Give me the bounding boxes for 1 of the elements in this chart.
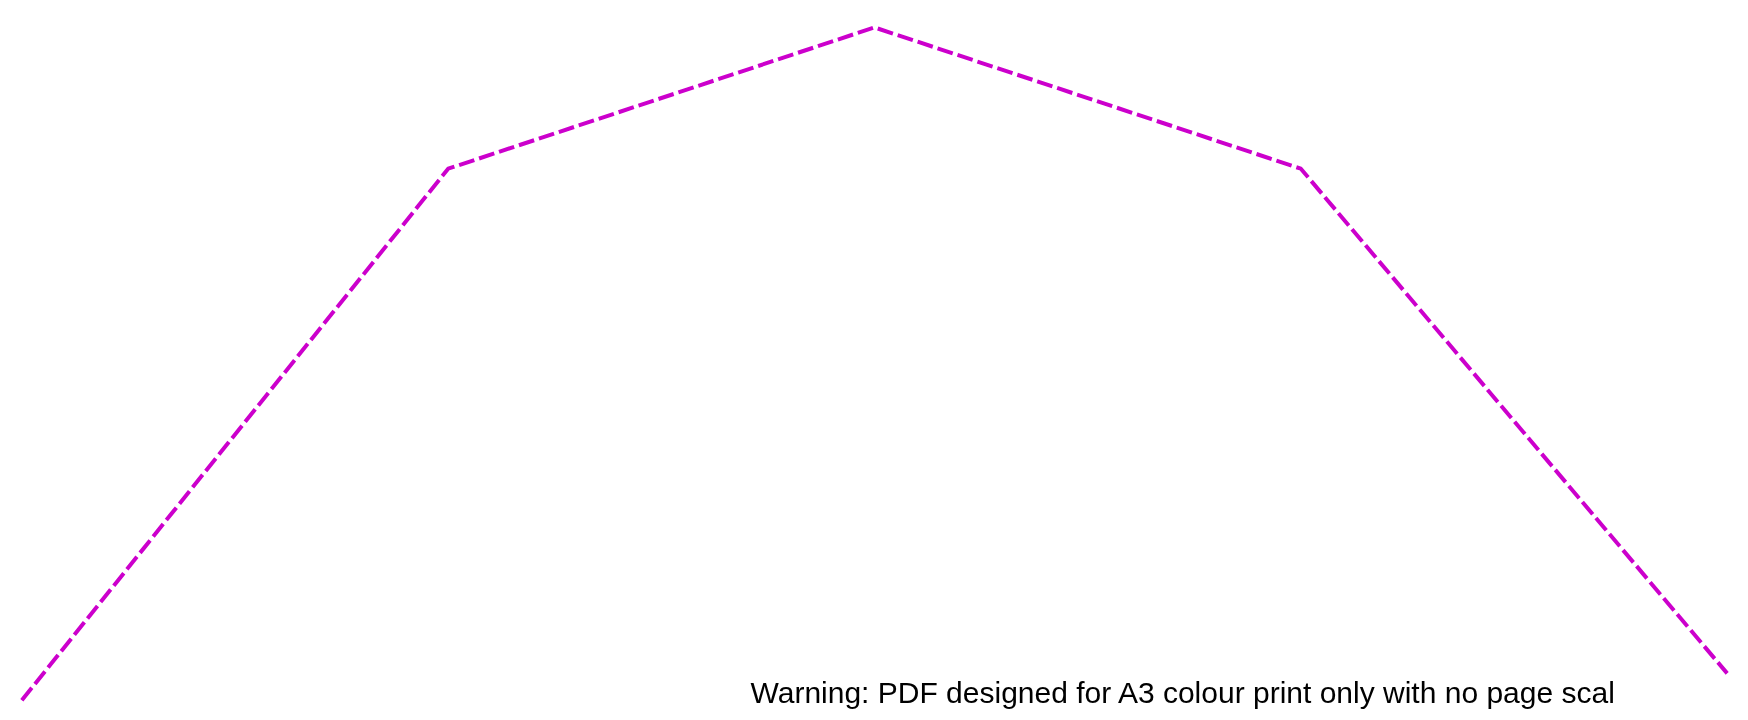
annotation: Warning: PDF designed for A3 colour print only with no page scal: [750, 675, 1615, 709]
